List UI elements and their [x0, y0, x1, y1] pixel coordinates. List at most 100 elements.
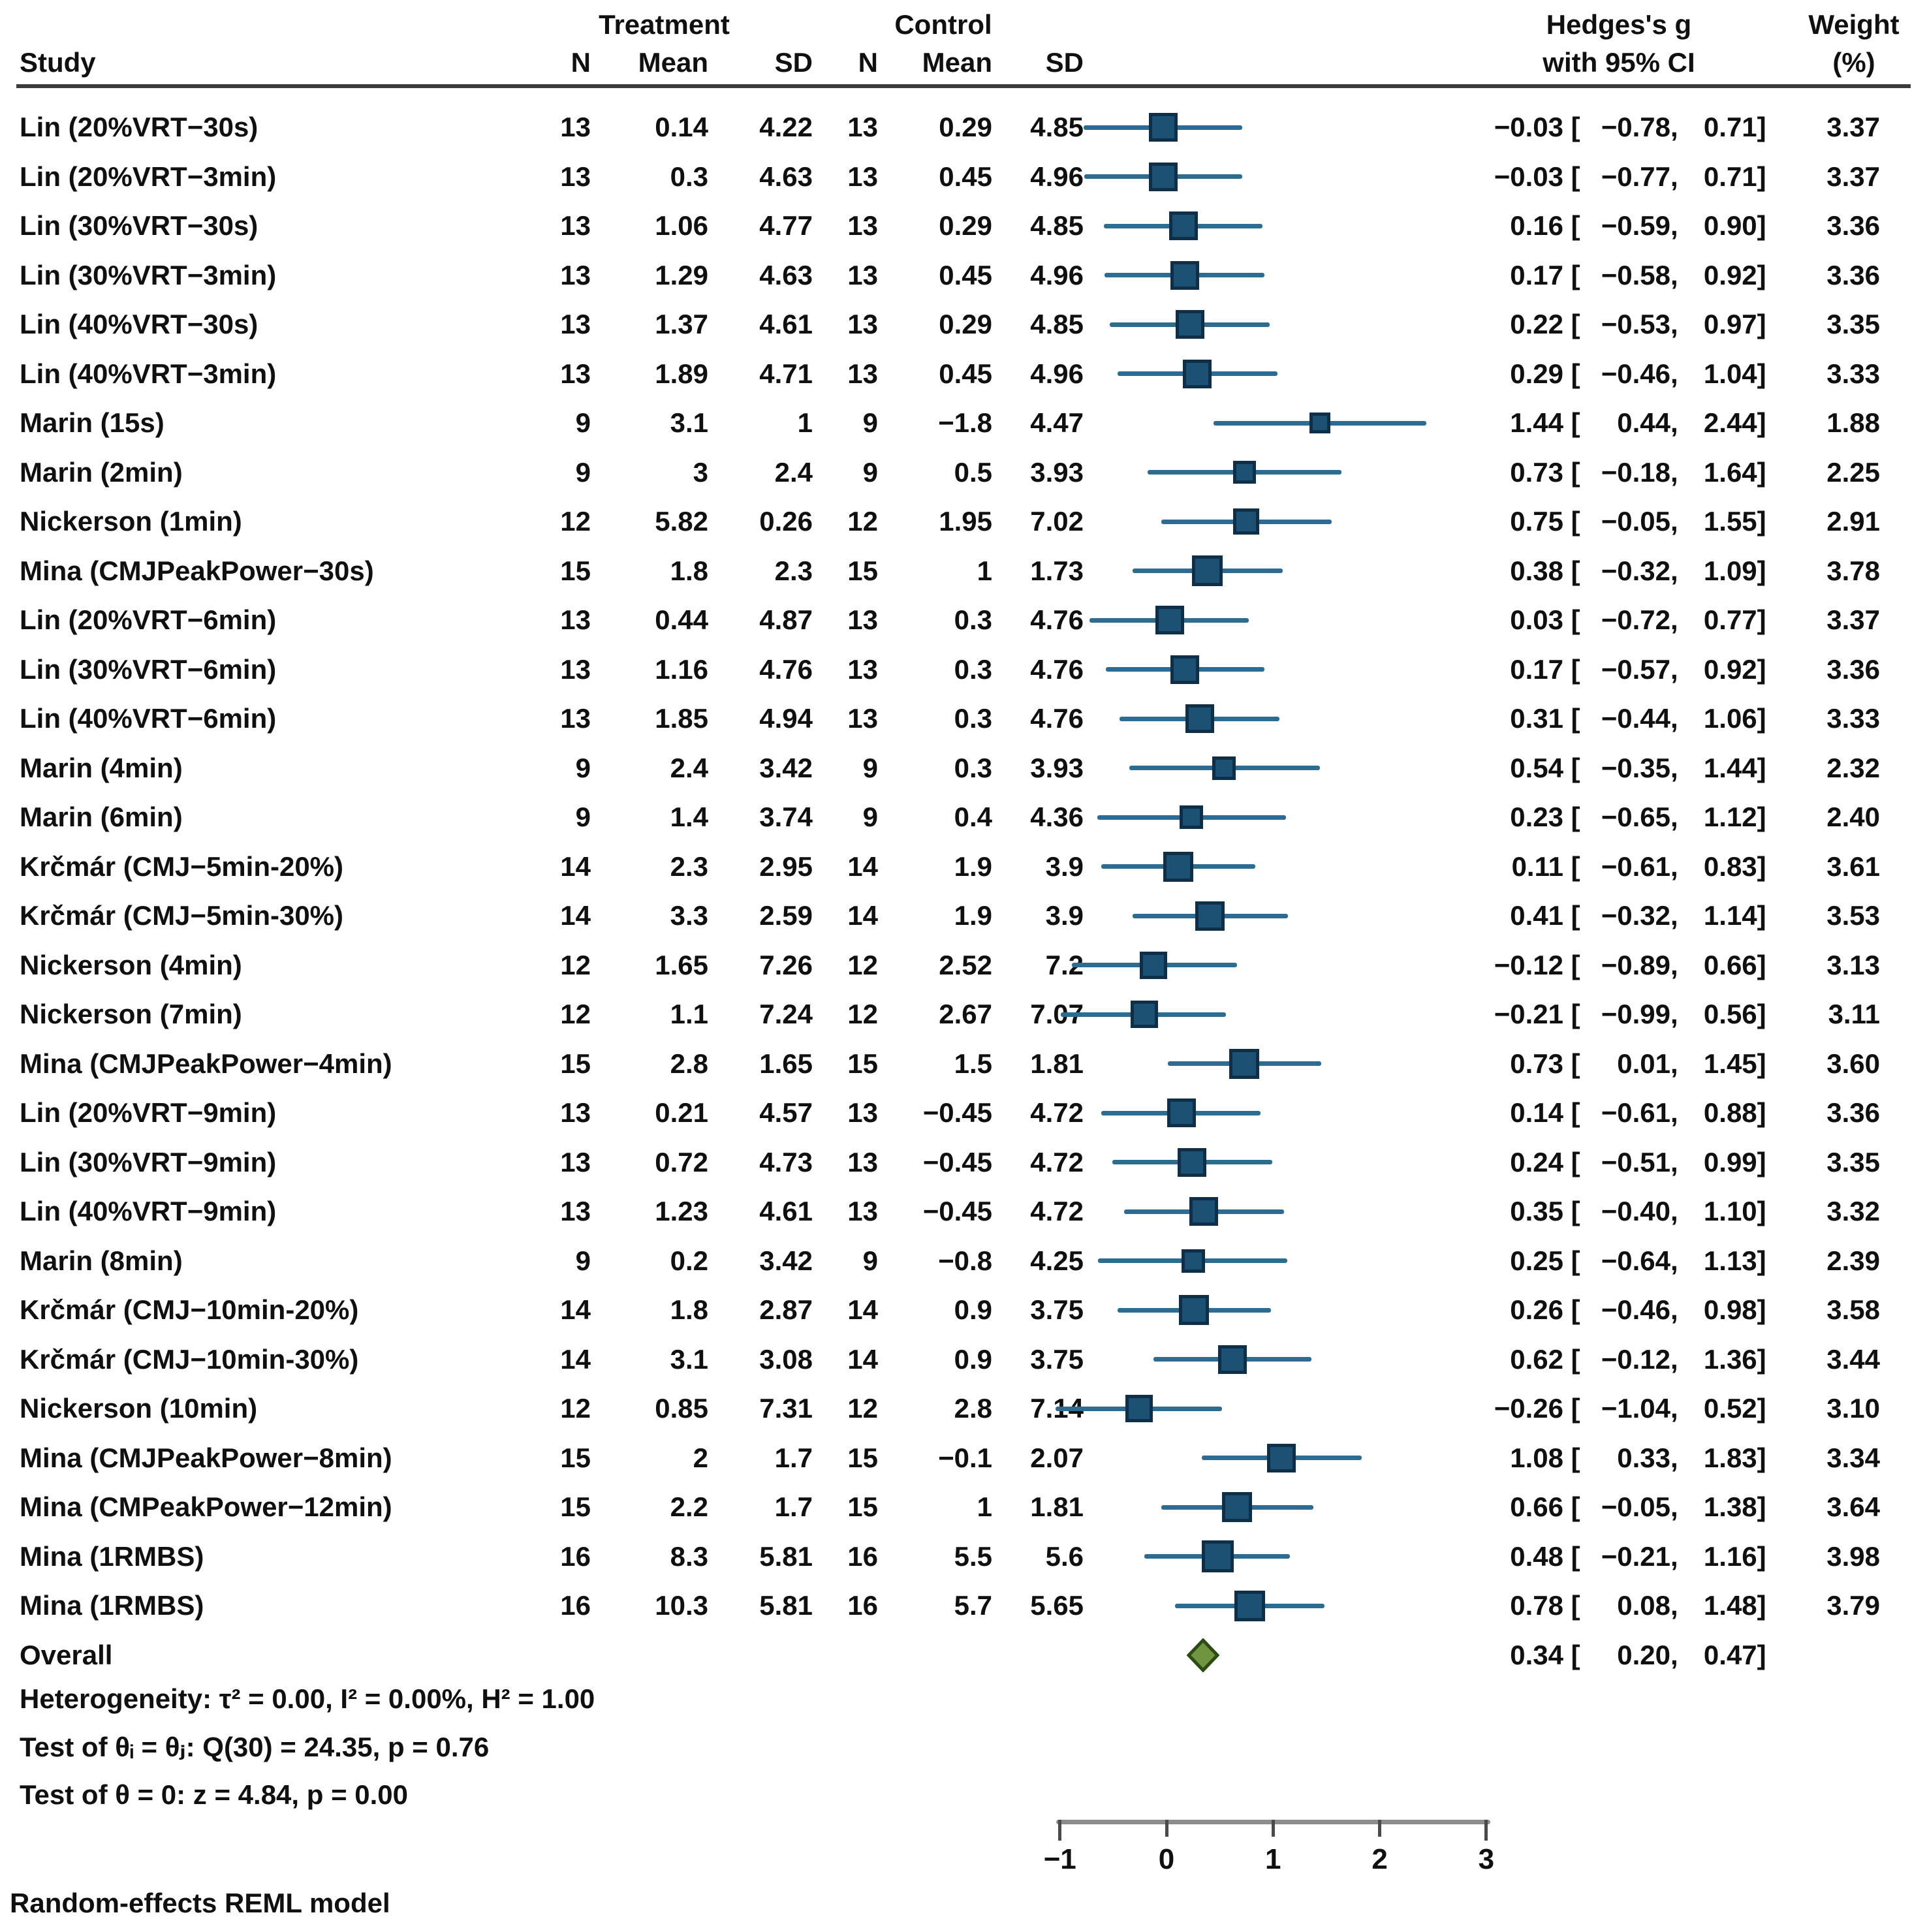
control-mean: 0.45: [939, 161, 992, 192]
effect-estimate: −0.12: [1494, 949, 1563, 980]
effect-ci-text: 0.24 [−0.51, 0.99]: [1462, 1147, 1766, 1178]
control-n: 15: [847, 555, 878, 586]
treatment-n: 13: [560, 1097, 591, 1128]
bracket-open: [: [1563, 1048, 1580, 1079]
treatment-mean: 0.85: [655, 1393, 708, 1424]
treatment-mean: 2: [693, 1442, 708, 1473]
weight-value: 3.37: [1826, 161, 1880, 192]
effect-ci-text: 0.41 [−0.32, 1.14]: [1462, 900, 1766, 931]
effect-ci-text: 0.73 [0.01, 1.45]: [1462, 1048, 1766, 1080]
control-sd: 3.75: [1030, 1294, 1084, 1325]
study-row: Nickerson (10min) 12 0.85 7.31 12 2.8 7.14 −0.2…: [0, 1384, 1927, 1433]
ci-upper: 0.98]: [1703, 1294, 1766, 1325]
ci-lower: −0.57,: [1601, 653, 1678, 685]
treatment-n: 12: [560, 506, 591, 537]
control-sd: 4.96: [1030, 259, 1084, 290]
x-axis-tick-label: 2: [1371, 1843, 1388, 1875]
control-sd-header: SD: [1045, 47, 1084, 78]
control-n: 14: [847, 900, 878, 931]
treatment-n: 9: [575, 1245, 591, 1276]
treatment-n: 14: [560, 1294, 591, 1325]
ci-upper: 1.44]: [1703, 752, 1766, 783]
study-row: Krčmár (CMJ−10min-20%) 14 1.8 2.87 14 0.9 3.75…: [0, 1285, 1927, 1335]
control-mean: 2.67: [939, 999, 992, 1029]
control-sd: 4.76: [1030, 653, 1084, 685]
effect-marker: [1140, 951, 1168, 979]
bracket-open: [: [1563, 309, 1580, 339]
treatment-sd: 1: [797, 407, 813, 438]
study-row: Nickerson (4min) 12 1.65 7.26 12 2.52 7.2 −0.12…: [0, 941, 1927, 990]
treatment-n: 13: [560, 112, 591, 142]
study-label: Nickerson (4min): [20, 949, 242, 980]
bracket-open: [: [1563, 1393, 1580, 1424]
control-mean: 0.29: [939, 210, 992, 241]
study-label: Lin (40%VRT−3min): [20, 358, 277, 389]
control-sd: 3.9: [1045, 900, 1084, 931]
treatment-sd: 1.7: [774, 1442, 813, 1473]
effect-marker: [1233, 508, 1260, 535]
weight-value: 3.36: [1826, 1097, 1880, 1128]
study-label: Marin (2min): [20, 456, 183, 488]
overall-row: Overall 0.34 [0.20, 0.47]: [0, 1630, 1927, 1680]
treatment-mean: 2.2: [670, 1491, 708, 1522]
ci-upper: 0.90]: [1703, 210, 1766, 241]
control-sd: 3.93: [1030, 456, 1084, 488]
ci-lower: −0.64,: [1601, 1245, 1678, 1276]
ci-lower: −0.89,: [1601, 949, 1678, 980]
weight-value: 3.78: [1826, 555, 1880, 586]
ci-upper: 1.13]: [1703, 1245, 1766, 1276]
control-n: 13: [847, 653, 878, 685]
treatment-sd: 3.42: [759, 752, 813, 783]
ci-lower: −0.18,: [1601, 456, 1678, 488]
effect-estimate: 0.41: [1510, 900, 1563, 931]
control-mean: −0.1: [938, 1442, 992, 1473]
x-axis-tick-label: −1: [1043, 1843, 1076, 1875]
treatment-mean: 0.2: [670, 1245, 708, 1276]
control-mean: 2.52: [939, 949, 992, 980]
study-row: Mina (1RMBS) 16 8.3 5.81 16 5.5 5.6 0.48 [−0.21…: [0, 1532, 1927, 1581]
effect-marker: [1163, 851, 1193, 882]
treatment-n: 13: [560, 604, 591, 635]
effect-estimate: 0.25: [1510, 1245, 1563, 1276]
control-sd: 7.02: [1030, 506, 1084, 537]
control-n: 15: [847, 1491, 878, 1522]
treatment-n: 12: [560, 949, 591, 980]
study-row: Mina (CMJPeakPower−30s) 15 1.8 2.3 15 1 1.73 0.…: [0, 546, 1927, 596]
treatment-n: 9: [575, 456, 591, 488]
ci-upper: 0.97]: [1703, 309, 1766, 339]
treatment-mean: 3.1: [670, 407, 708, 438]
control-n: 13: [847, 703, 878, 734]
bracket-open: [: [1563, 259, 1580, 290]
control-sd: 4.96: [1030, 161, 1084, 192]
ci-upper: 1.10]: [1703, 1196, 1766, 1226]
ci-lower: 0.08,: [1617, 1590, 1678, 1621]
control-sd: 4.72: [1030, 1097, 1084, 1128]
weight-value: 2.25: [1826, 456, 1880, 488]
control-n: 13: [847, 358, 878, 389]
study-label: Marin (15s): [20, 407, 164, 438]
effect-estimate: 0.48: [1510, 1540, 1563, 1572]
ci-lower: −0.53,: [1601, 309, 1678, 339]
effect-ci-text: 0.73 [−0.18, 1.64]: [1462, 457, 1766, 488]
treatment-mean: 5.82: [655, 506, 708, 537]
study-row: Lin (40%VRT−3min) 13 1.89 4.71 13 0.45 4.96 0.2…: [0, 349, 1927, 399]
bracket-open: [: [1563, 1343, 1580, 1375]
effect-estimate: 1.08: [1510, 1442, 1563, 1473]
treatment-mean: 2.8: [670, 1048, 708, 1079]
ci-upper: 1.06]: [1703, 703, 1766, 734]
ci-lower: −0.65,: [1601, 802, 1678, 832]
treatment-mean: 1.85: [655, 703, 708, 734]
treatment-sd: 2.3: [774, 555, 813, 586]
treatment-sd: 7.26: [759, 949, 813, 980]
effect-estimate: 0.22: [1510, 309, 1563, 339]
effect-ci-text: 0.22 [ −0.53, 0.97]: [1462, 309, 1766, 340]
effect-marker: [1179, 1295, 1210, 1325]
ci-lower: −0.59,: [1601, 210, 1678, 241]
weight-value: 3.34: [1826, 1442, 1880, 1473]
study-label: Lin (30%VRT−6min): [20, 653, 277, 685]
ci-upper: 0.92]: [1703, 259, 1766, 290]
effect-estimate: 0.24: [1510, 1146, 1563, 1177]
bracket-open: [: [1563, 1196, 1580, 1226]
effect-estimate: 0.78: [1510, 1590, 1563, 1621]
